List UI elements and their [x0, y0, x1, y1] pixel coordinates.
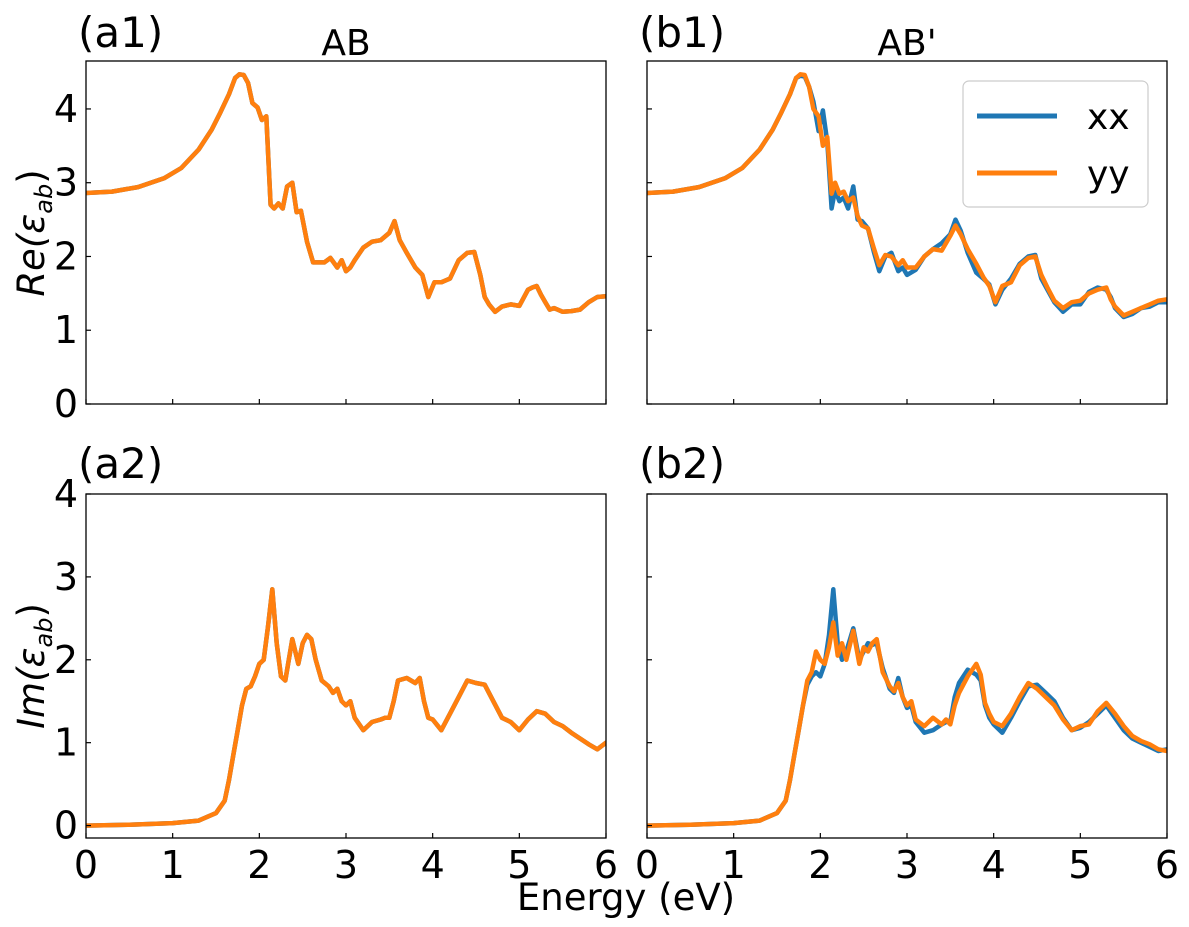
x-tick-label-a2-6: 6 [594, 843, 618, 887]
x-tick-label-b2-4: 4 [982, 843, 1006, 887]
panel-label-b2: (b2) [639, 439, 725, 488]
x-tick-label-a2-0: 0 [74, 843, 98, 887]
x-tick-label-b2-0: 0 [635, 843, 659, 887]
x-tick-label-b2-2: 2 [808, 843, 832, 887]
plot-frame-b2 [646, 493, 1168, 839]
panel-label-a2: (a2) [78, 439, 163, 488]
y-tick-label-a2-2: 2 [54, 638, 78, 682]
y-tick-label-a1-4: 4 [54, 87, 78, 131]
x-tick-label-a2-5: 5 [507, 843, 531, 887]
y-axis-label-top-close: ) [10, 169, 53, 183]
y-tick-label-a2-0: 0 [54, 804, 78, 848]
y-tick-label-a2-1: 1 [54, 721, 78, 765]
y-axis-label-top: Re(εab) [10, 169, 58, 296]
y-axis-label-bottom-close: ) [10, 603, 53, 617]
x-axis-label: Energy (eV) [517, 876, 735, 919]
series-xx-line-a1 [86, 72, 606, 315]
y-axis-label-bottom-sub: ab [30, 618, 58, 648]
panel-b1: (b1) AB' xx yy [639, 8, 1168, 405]
x-tick-label-a2-2: 2 [247, 843, 271, 887]
y-tick-label-a1-3: 3 [54, 161, 78, 205]
y-tick-label-a1-0: 0 [54, 382, 78, 426]
y-tick-label-a1-1: 1 [54, 308, 78, 352]
x-tick-label-a2-1: 1 [161, 843, 185, 887]
series-yy-line-a1 [86, 72, 606, 315]
legend-label-xx: xx [1087, 97, 1130, 138]
y-axis-label-top-main: Re(ε [10, 214, 53, 297]
panel-b2: (b2) 0 1 2 3 4 5 6 [635, 439, 1179, 887]
y-tick-label-a2-4: 4 [54, 472, 78, 516]
x-tick-label-a2-3: 3 [334, 843, 358, 887]
panel-title-b1: AB' [877, 23, 936, 64]
panel-title-a1: AB [321, 23, 370, 64]
y-axis-label-top-sub: ab [30, 184, 58, 214]
x-tick-label-b2-6: 6 [1155, 843, 1179, 887]
y-tick-label-a2-3: 3 [54, 555, 78, 599]
y-tick-label-a1-2: 2 [54, 234, 78, 278]
plot-frame-a1 [85, 60, 607, 405]
legend: xx yy [962, 80, 1149, 208]
x-tick-label-b2-1: 1 [722, 843, 746, 887]
panel-a2: (a2) 0 1 2 3 4 5 6 0 1 2 3 4 [54, 439, 618, 887]
y-axis-label-bottom: Im(εab) [10, 603, 58, 729]
y-axis-label-bottom-main: Im(ε [10, 648, 53, 729]
series-yy-line-a2 [86, 587, 606, 828]
plot-frame-b1 [646, 60, 1168, 405]
series-yy-line-b1 [647, 72, 1167, 318]
x-tick-label-a2-4: 4 [421, 843, 445, 887]
panel-label-a1: (a1) [78, 8, 163, 57]
panel-a1: (a1) AB 0 1 2 3 4 [54, 8, 607, 426]
series-yy-line-b2 [647, 620, 1167, 828]
plot-frame-a2 [85, 493, 607, 839]
panel-label-b1: (b1) [639, 8, 725, 57]
x-tick-label-b2-5: 5 [1068, 843, 1092, 887]
x-tick-label-b2-3: 3 [895, 843, 919, 887]
legend-label-yy: yy [1087, 154, 1130, 195]
